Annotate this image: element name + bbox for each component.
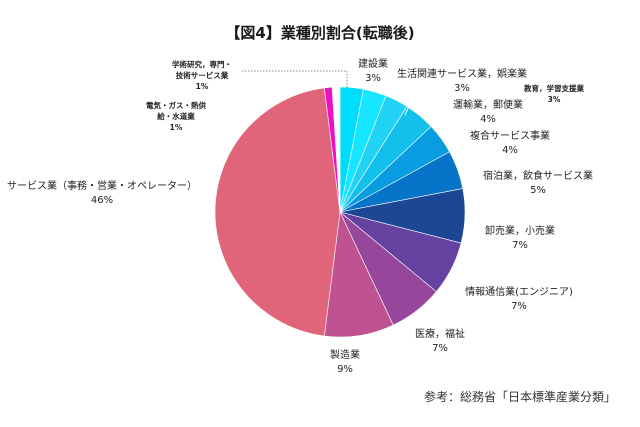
label-it-engineering: 情報通信業(エンジニア) 7% bbox=[465, 287, 573, 312]
label-utilities: 電気・ガス・熱供 給・水道業 1% bbox=[146, 101, 206, 132]
label-hospitality: 宿泊業，飲食サービス業 5% bbox=[483, 171, 593, 196]
chart-title: 【図4】業種別割合(転職後) bbox=[225, 24, 415, 42]
label-transport: 運輸業，郵便業 4% bbox=[453, 100, 523, 125]
label-services-office: サービス業（事務・営業・オペレーター） 46% bbox=[7, 181, 197, 206]
pie-slice-10 bbox=[214, 87, 341, 337]
label-manufacturing: 製造業 9% bbox=[330, 350, 360, 375]
pie-slice-12 bbox=[331, 86, 341, 213]
label-academic-research: 学術研究，専門・ 技術サービス業 1% bbox=[172, 60, 232, 91]
label-lifestyle-services: 生活関連サービス業，娯楽業 3% bbox=[397, 69, 527, 94]
label-education: 教育，学習支援業 3% bbox=[524, 84, 584, 104]
source-note: 参考：総務省「日本標準産業分類」 bbox=[423, 390, 616, 404]
label-construction: 建設業 3% bbox=[358, 59, 388, 84]
leader-line-lifestyle bbox=[404, 89, 417, 116]
label-retail: 卸売業，小売業 7% bbox=[485, 226, 555, 251]
label-compound-services: 複合サービス事業 4% bbox=[470, 131, 550, 156]
label-medical-welfare: 医療，福祉 7% bbox=[415, 329, 465, 354]
